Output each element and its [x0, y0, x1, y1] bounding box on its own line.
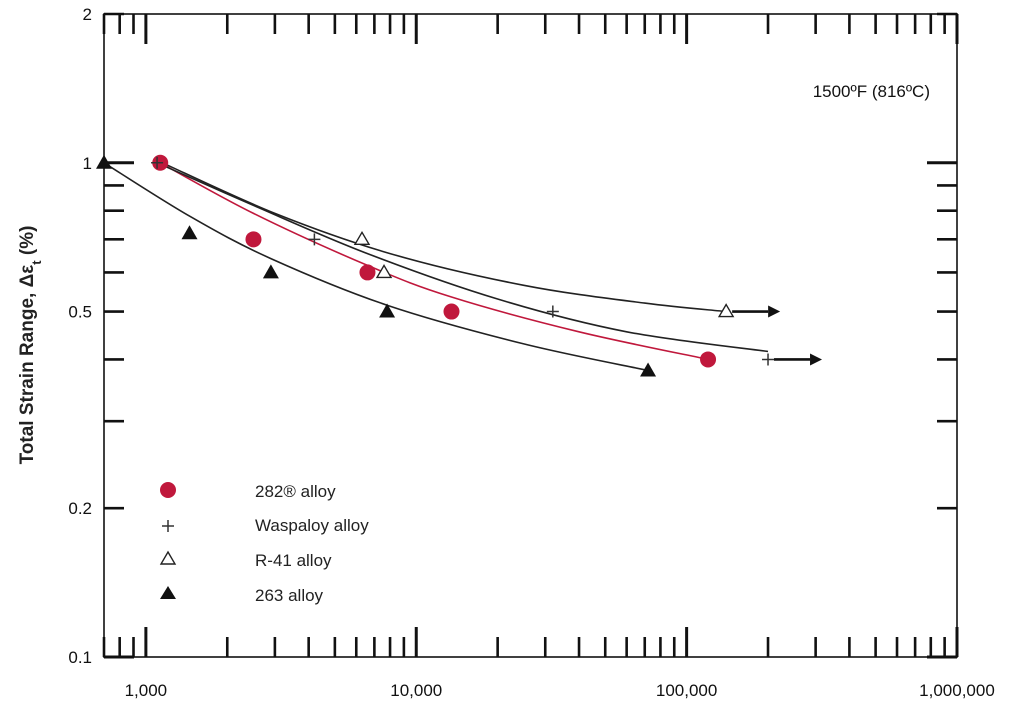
fit-curve-3: [161, 162, 727, 313]
data-point-r41: [717, 303, 735, 318]
fit-curve-4: [103, 162, 649, 372]
data-point-waspaloy: [762, 353, 775, 366]
data-point-263: [96, 154, 112, 169]
y-tick-labels: 0.1 0.2 0.5 1 2: [68, 5, 92, 667]
legend: 282® alloy Waspaloy alloy R-41 alloy 263…: [159, 482, 369, 605]
y-tick-label: 2: [83, 5, 92, 24]
plot-frame: [103, 13, 958, 658]
plus-marker-icon: [162, 520, 174, 532]
y-tick-label: 1: [83, 154, 92, 173]
runout-arrows: [732, 305, 823, 366]
data-point-263: [181, 225, 198, 240]
data-point-263: [379, 303, 396, 318]
x-tick-label: 1,000: [125, 681, 168, 700]
y-axis-title: Total Strain Range, Δεt (%): [17, 226, 44, 465]
axis-ticks: [102, 12, 959, 659]
y-tick-label: 0.5: [68, 303, 92, 322]
x-tick-labels: 1,000 10,000 100,000 1,000,000: [125, 681, 995, 700]
filled-circle-marker-icon: [160, 482, 176, 498]
data-point-r41: [375, 264, 393, 279]
data-points: [96, 154, 775, 377]
legend-label-282: 282® alloy: [255, 482, 336, 501]
x-tick-label: 100,000: [656, 681, 717, 700]
fit-curve-2: [156, 162, 769, 353]
data-point-waspaloy: [546, 305, 559, 318]
data-point-282: [359, 264, 376, 281]
legend-label-waspaloy: Waspaloy alloy: [255, 516, 369, 535]
data-point-263: [640, 362, 657, 377]
legend-label-r41: R-41 alloy: [255, 551, 332, 570]
legend-item-waspaloy: Waspaloy alloy: [162, 516, 369, 535]
data-point-waspaloy: [308, 233, 321, 246]
legend-item-263: 263 alloy: [160, 586, 324, 605]
runout-arrowhead-icon: [768, 305, 781, 318]
filled-triangle-marker-icon: [160, 586, 176, 599]
data-point-282: [245, 231, 262, 248]
y-tick-label: 0.1: [68, 648, 92, 667]
open-triangle-marker-icon: [159, 550, 177, 565]
legend-label-263: 263 alloy: [255, 586, 324, 605]
data-point-waspaloy: [151, 156, 164, 169]
runout-arrowhead-icon: [810, 353, 823, 366]
y-tick-label: 0.2: [68, 499, 92, 518]
fit-curves: [103, 162, 769, 372]
fit-curve-1: [159, 162, 709, 361]
legend-item-282: 282® alloy: [160, 482, 336, 501]
x-tick-label: 1,000,000: [919, 681, 995, 700]
temperature-annotation: 1500ºF (816ºC): [813, 82, 930, 101]
data-point-r41: [353, 230, 371, 246]
x-tick-label: 10,000: [390, 681, 442, 700]
data-point-282: [443, 303, 460, 320]
data-point-263: [262, 264, 279, 279]
data-point-282: [700, 351, 717, 368]
legend-item-r41: R-41 alloy: [159, 550, 332, 570]
